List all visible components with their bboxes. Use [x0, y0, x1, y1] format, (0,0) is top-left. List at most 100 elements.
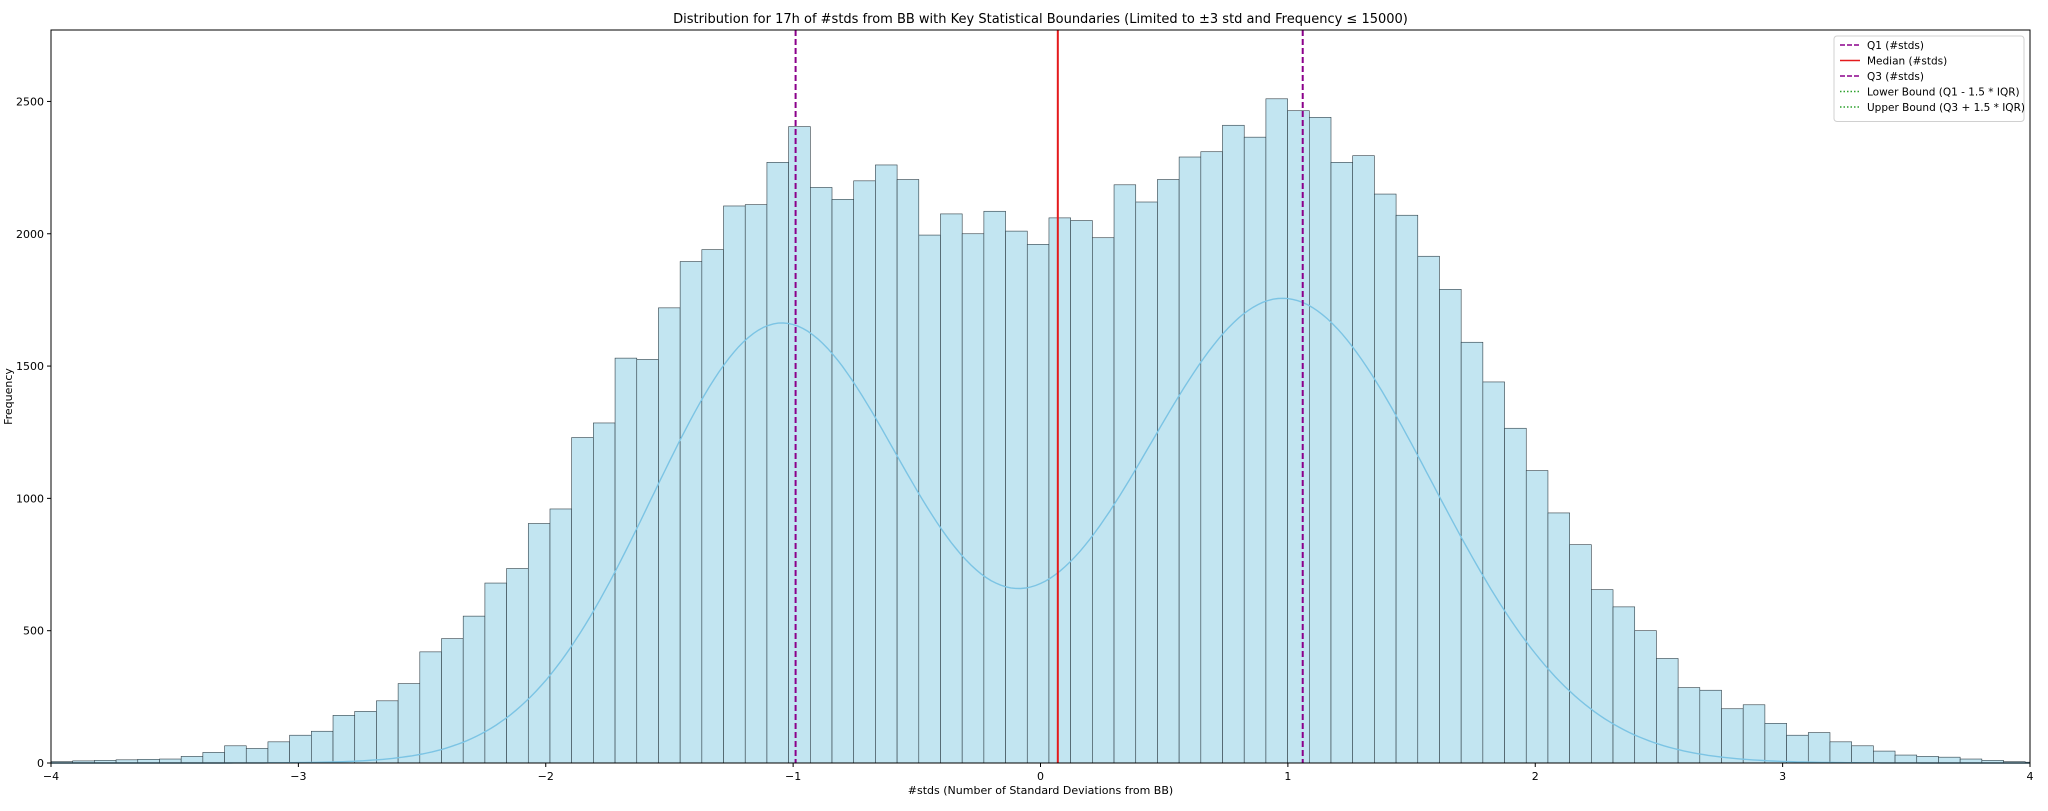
histogram-bar	[1482, 381, 1505, 764]
x-tick-label: −1	[785, 770, 801, 783]
histogram-bar	[744, 204, 768, 764]
x-tick-label: 2	[1532, 770, 1539, 783]
histogram-bar	[311, 730, 334, 764]
legend-label: Q3 (#stds)	[1867, 71, 1924, 83]
histogram-bar	[896, 179, 920, 764]
histogram-bar	[1807, 732, 1831, 764]
histogram-bar	[810, 187, 833, 764]
x-axis-label: #stds (Number of Standard Deviations fro…	[908, 784, 1173, 797]
histogram-bar	[1894, 754, 1918, 764]
histogram-bar	[1265, 98, 1288, 764]
x-tick-label: 1	[1284, 770, 1291, 783]
y-tick-label: 1500	[16, 360, 44, 373]
histogram-bar	[419, 651, 442, 764]
histogram-bar	[1699, 689, 1722, 764]
histogram-bar	[354, 711, 377, 764]
histogram-bar	[1439, 289, 1462, 764]
histogram-bar	[636, 359, 659, 764]
histogram-bar	[397, 683, 421, 764]
histogram-bar	[202, 752, 225, 764]
histogram-bar	[1222, 124, 1245, 764]
histogram-bar	[332, 715, 356, 764]
histogram-bar	[831, 199, 855, 764]
x-tick-label: −4	[43, 770, 59, 783]
kde-curve	[51, 297, 2030, 764]
x-tick-label: 3	[1779, 770, 1786, 783]
histogram-bar	[1070, 220, 1093, 764]
histogram-bar	[1873, 750, 1896, 764]
y-axis-ticks: 0 500 1000 1500 2000 2500	[16, 95, 51, 770]
histogram-bar	[1634, 630, 1657, 764]
statistic-lines	[794, 30, 1304, 763]
histogram-bar	[1352, 155, 1375, 764]
histogram-bar	[1786, 734, 1809, 764]
histogram-bar	[658, 307, 681, 764]
legend-label: Q1 (#stds)	[1867, 40, 1924, 52]
histogram-bar	[441, 638, 464, 764]
histogram-bar	[961, 233, 985, 764]
x-axis-ticks: −4 −3 −2 −1 0 1 2 3 4	[43, 763, 2034, 783]
histogram-bar	[1026, 244, 1050, 764]
histogram-bar	[875, 164, 898, 764]
histogram-bar	[1287, 110, 1310, 764]
histogram-bar	[679, 261, 703, 764]
histogram-bar	[180, 756, 204, 764]
histogram-bar	[289, 734, 312, 764]
histogram-bar	[1178, 156, 1202, 764]
histogram-bar	[1612, 606, 1636, 764]
histogram-bar	[1916, 756, 1939, 764]
histogram-bar	[1005, 230, 1028, 764]
x-tick-label: −2	[538, 770, 554, 783]
histogram-bar	[1048, 217, 1071, 764]
histogram-bar	[1157, 179, 1180, 764]
histogram-bar	[940, 213, 963, 764]
histogram-bar	[1460, 341, 1484, 764]
legend: Q1 (#stds) Median (#stds) Q3 (#stds) Lower …	[1833, 35, 2025, 122]
y-tick-label: 500	[23, 625, 44, 638]
histogram-bar	[1525, 470, 1549, 764]
histogram-bar	[527, 523, 551, 764]
histogram-bar	[549, 508, 572, 764]
histogram-bar	[1374, 193, 1397, 764]
histogram-bar	[1938, 756, 1961, 764]
x-tick-label: −3	[290, 770, 306, 783]
histogram-bar	[484, 582, 507, 764]
histogram-bar	[1417, 255, 1440, 764]
x-tick-label: 4	[2027, 770, 2034, 783]
histogram-bar	[1092, 237, 1115, 764]
histogram-bar	[1829, 741, 1852, 764]
y-tick-label: 1000	[16, 492, 44, 505]
histogram-bar	[224, 745, 247, 764]
histogram-bar	[1591, 589, 1614, 764]
histogram-bar	[1547, 512, 1570, 764]
y-tick-label: 2500	[16, 95, 44, 108]
legend-box	[1833, 35, 2025, 122]
chart-title: Distribution for 17h of #stds from BB wi…	[673, 12, 1408, 27]
y-axis-label: Frequency	[2, 368, 15, 425]
histogram-bar	[1308, 117, 1332, 764]
y-tick-label: 0	[37, 757, 44, 770]
legend-label: Median (#stds)	[1867, 56, 1947, 68]
histogram-bar	[1395, 214, 1419, 764]
histogram-bar	[1764, 723, 1787, 764]
y-tick-label: 2000	[16, 228, 44, 241]
histogram-bars	[50, 98, 2031, 764]
histogram-bar	[1742, 704, 1766, 764]
legend-label: Upper Bound (Q3 + 1.5 * IQR)	[1867, 102, 2025, 114]
x-tick-label: 0	[1037, 770, 1044, 783]
histogram-bar	[1569, 544, 1592, 764]
histogram-bar	[376, 700, 399, 764]
histogram-bar	[245, 748, 269, 764]
histogram-bar	[1330, 162, 1353, 764]
histogram-bar	[788, 126, 811, 764]
histogram-bar	[614, 357, 638, 764]
histogram-bar	[1504, 427, 1527, 764]
histogram-bar	[723, 205, 746, 764]
histogram-bar	[1851, 745, 1874, 764]
histogram-bar	[1243, 136, 1267, 764]
histogram-bar	[571, 437, 594, 764]
legend-label: Lower Bound (Q1 - 1.5 * IQR)	[1867, 87, 2020, 99]
histogram-bar	[1200, 151, 1223, 764]
histogram-bar	[983, 210, 1006, 764]
